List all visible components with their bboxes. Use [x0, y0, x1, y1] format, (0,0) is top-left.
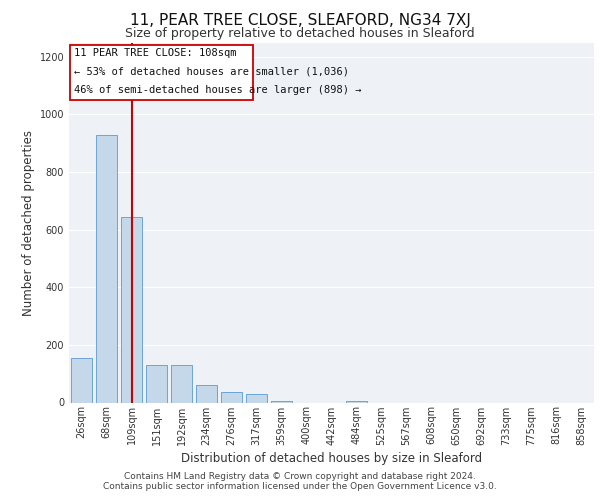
Text: 46% of semi-detached houses are larger (898) →: 46% of semi-detached houses are larger (…: [74, 84, 361, 94]
Bar: [171, 365, 192, 403]
Bar: [271, 401, 292, 402]
Bar: [196, 385, 217, 402]
Bar: [146, 365, 167, 403]
Bar: [71, 358, 92, 403]
FancyBboxPatch shape: [70, 45, 253, 100]
X-axis label: Distribution of detached houses by size in Sleaford: Distribution of detached houses by size …: [181, 452, 482, 464]
Bar: [346, 401, 367, 402]
Text: ← 53% of detached houses are smaller (1,036): ← 53% of detached houses are smaller (1,…: [74, 66, 349, 76]
Text: Contains HM Land Registry data © Crown copyright and database right 2024.: Contains HM Land Registry data © Crown c…: [124, 472, 476, 481]
Bar: [221, 392, 242, 402]
Y-axis label: Number of detached properties: Number of detached properties: [22, 130, 35, 316]
Text: Size of property relative to detached houses in Sleaford: Size of property relative to detached ho…: [125, 28, 475, 40]
Text: Contains public sector information licensed under the Open Government Licence v3: Contains public sector information licen…: [103, 482, 497, 491]
Bar: [96, 134, 117, 402]
Text: 11, PEAR TREE CLOSE, SLEAFORD, NG34 7XJ: 11, PEAR TREE CLOSE, SLEAFORD, NG34 7XJ: [130, 12, 470, 28]
Bar: [121, 216, 142, 402]
Bar: [246, 394, 267, 402]
Text: 11 PEAR TREE CLOSE: 108sqm: 11 PEAR TREE CLOSE: 108sqm: [74, 48, 236, 58]
